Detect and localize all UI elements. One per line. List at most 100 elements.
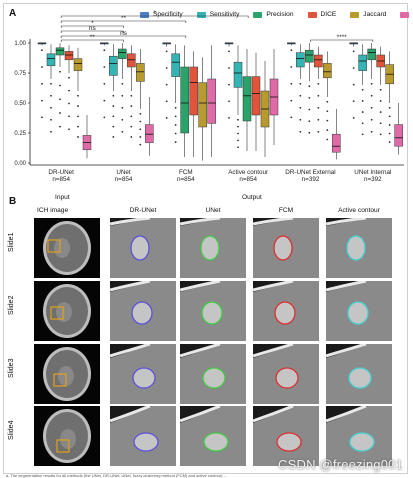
box-precision (305, 49, 314, 63)
outlier-point (68, 76, 70, 79)
outlier-point (388, 132, 391, 135)
box-precision (55, 47, 65, 56)
y-tick-label: 0.00 (14, 161, 26, 167)
box-dice (127, 53, 136, 68)
group-n-label: n=854 (239, 176, 257, 183)
outlier-point (139, 143, 142, 146)
group-label: FCM (179, 169, 193, 176)
outlier-point (237, 139, 239, 142)
outlier-point (361, 111, 364, 113)
box-precision (367, 48, 376, 61)
significance-label: **** (337, 34, 348, 41)
panel-a-label: A (9, 8, 17, 19)
outlier-point (361, 133, 364, 136)
outlier-point (59, 125, 61, 128)
method-header-unet: UNet (205, 207, 221, 214)
legend-swatch (140, 11, 149, 18)
outlier-point (112, 94, 115, 97)
segmentation-output-dr-unet (110, 281, 176, 341)
outlier-point (370, 118, 373, 121)
box-sensitivity (233, 61, 243, 88)
outlier-point (112, 125, 115, 128)
zoomed-ct-crop (326, 281, 392, 341)
outlier-point (121, 106, 124, 109)
group-n-label: n=854 (52, 176, 70, 183)
y-tick-label: 0.50 (14, 101, 26, 107)
outlier-point (237, 132, 239, 135)
outlier-point (326, 138, 329, 141)
outlier-point (130, 94, 133, 97)
outlier-point (59, 98, 61, 101)
outlier-point (174, 141, 177, 143)
ich-scan-image (34, 218, 100, 278)
outlier-point (237, 125, 239, 128)
significance-bracket (60, 30, 124, 33)
segmentation-output-dr-unet (110, 218, 176, 278)
outlier-point (139, 112, 142, 115)
outlier-point (317, 82, 320, 85)
outlier-point (299, 94, 302, 97)
outlier-point (50, 130, 52, 133)
zoomed-ct-crop (180, 406, 246, 466)
outlier-point (77, 125, 79, 128)
legend-label: Precision (266, 11, 294, 18)
zoomed-ct-crop (180, 218, 246, 278)
outlier-point (121, 94, 124, 97)
box-precision (242, 76, 252, 122)
group-n-label: n=392 (364, 176, 382, 183)
outlier-point (228, 100, 230, 103)
significance-bracket (60, 15, 249, 18)
segmentation-output-fcm (253, 344, 319, 404)
box-jaccard (73, 58, 83, 71)
y-tick-label: 0.75 (14, 71, 26, 77)
input-column-header: Input (55, 194, 70, 201)
outlier-point (130, 136, 133, 138)
outlier-point (308, 96, 311, 99)
outlier-point (317, 106, 320, 109)
outlier-point (41, 49, 43, 52)
outlier-point (308, 131, 311, 134)
panel-b-label: B (9, 196, 17, 207)
outlier-point (130, 115, 133, 118)
zoomed-ct-crop (326, 406, 392, 466)
outlier-point (174, 106, 177, 109)
ct-scan (34, 406, 100, 466)
outlier-point (299, 130, 302, 133)
outlier-point (228, 117, 230, 119)
outlier-point (103, 82, 106, 85)
row-label-slide3: Slide3 (8, 358, 15, 378)
box-plot-chart: 0.000.250.500.751.00DR-UNetn=854UNetn=85… (14, 10, 404, 183)
outlier-point (139, 120, 142, 123)
outlier-point (174, 115, 177, 118)
segmentation-output-unet (180, 218, 246, 278)
outlier-point (308, 85, 311, 88)
outlier-point (139, 128, 142, 131)
outlier-point (165, 100, 168, 103)
outlier-point (326, 129, 329, 131)
significance-label: ns (89, 25, 97, 32)
legend-item-jaccard: Jaccard (350, 11, 386, 18)
box-voe (207, 78, 216, 124)
zoomed-ct-crop (110, 406, 176, 466)
outlier-point (361, 122, 364, 125)
box-jaccard (323, 63, 332, 79)
outlier-point (68, 102, 70, 105)
method-header-fcm: FCM (278, 207, 294, 214)
segmentation-output-active-contour (326, 281, 392, 341)
outlier-point (352, 83, 355, 86)
legend-item-dice: DICE (307, 11, 336, 18)
row-label-slide2: Slide2 (8, 295, 15, 315)
segmentation-output-fcm (253, 281, 319, 341)
outlier-point (121, 82, 124, 85)
ich-scan-image (34, 281, 100, 341)
legend-item-voe: VOE (400, 11, 413, 18)
outlier-point (290, 66, 293, 68)
ich-scan-image (34, 344, 100, 404)
outlier-point (308, 108, 311, 111)
significance-label: * (91, 20, 94, 27)
box-sensitivity (296, 52, 305, 68)
box-dice (314, 54, 323, 68)
group-label: UNet Internal (354, 169, 391, 176)
method-header-active-contour: Active contour (338, 207, 380, 214)
outlier-point (370, 94, 373, 97)
